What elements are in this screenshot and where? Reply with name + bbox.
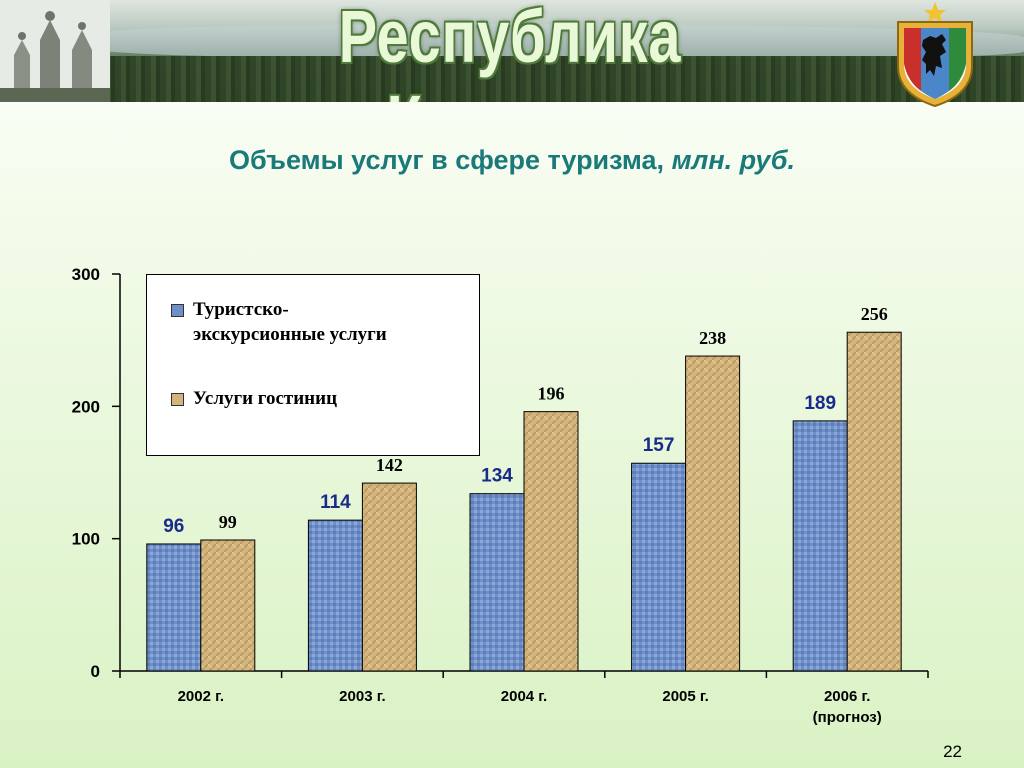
- bar-series-1: [792, 420, 848, 672]
- legend-swatch-series-1: [171, 304, 184, 317]
- legend-label-series-2: Услуги гостиниц: [193, 388, 338, 409]
- header-banner: Республика Карелия: [0, 0, 1024, 102]
- x-tick-label: 2002 г.: [178, 688, 224, 705]
- chart-legend: Туристско- экскурсионные услуги Услуги г…: [146, 274, 480, 456]
- x-tick-label: (прогноз): [813, 709, 882, 726]
- karelia-coat-of-arms: [897, 2, 973, 108]
- bar-series-1: [469, 493, 525, 672]
- lake-image: [90, 24, 1024, 58]
- x-tick-label: 2004 г.: [501, 688, 547, 705]
- x-tick-label: 2005 г.: [662, 688, 708, 705]
- church-image: [0, 0, 110, 102]
- bar-series-2: [846, 331, 902, 672]
- legend-label-series-1-line2: экскурсионные услуги: [193, 324, 387, 345]
- legend-swatch-series-2: [171, 393, 184, 406]
- data-label-series-2: 99: [219, 512, 237, 532]
- slide-title-main: Объемы услуг в сфере туризма,: [228, 145, 665, 175]
- forest-image: [100, 56, 1024, 102]
- y-tick-label: 0: [91, 662, 100, 681]
- y-tick-label: 200: [72, 397, 100, 416]
- data-label-series-2: 256: [861, 304, 888, 324]
- data-label-series-2: 142: [376, 455, 403, 475]
- data-label-series-1: 134: [481, 466, 513, 487]
- slide-title: Объемы услуг в сфере туризма, млн. руб.: [0, 145, 1024, 176]
- slide-title-unit: млн. руб.: [671, 145, 796, 175]
- page-number: 22: [943, 742, 962, 761]
- bar-series-1: [146, 543, 202, 672]
- bar-series-2: [361, 482, 417, 672]
- bar-series-2: [685, 355, 741, 672]
- x-tick-label: 2003 г.: [339, 688, 385, 705]
- bar-series-2: [523, 411, 579, 672]
- bar-series-1: [307, 519, 363, 672]
- bar-series-2: [200, 539, 256, 672]
- data-label-series-1: 96: [163, 516, 184, 537]
- legend-label-series-1-line1: Туристско-: [193, 299, 289, 320]
- y-tick-label: 300: [72, 265, 100, 284]
- data-label-series-2: 196: [538, 384, 565, 404]
- x-tick-label: 2006 г.: [824, 688, 870, 705]
- banner-title: Республика Карелия: [338, 0, 682, 102]
- data-label-series-1: 189: [804, 393, 836, 414]
- bar-series-1: [631, 462, 687, 672]
- y-tick-label: 100: [72, 530, 100, 549]
- data-label-series-1: 157: [643, 435, 675, 456]
- data-label-series-2: 238: [699, 328, 726, 348]
- data-label-series-1: 114: [320, 492, 351, 513]
